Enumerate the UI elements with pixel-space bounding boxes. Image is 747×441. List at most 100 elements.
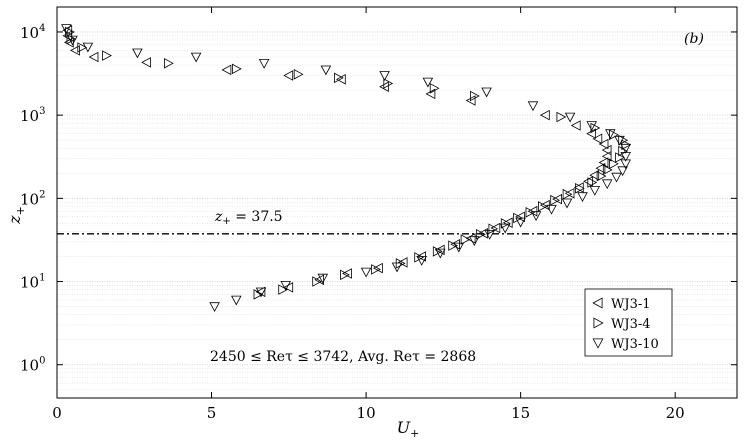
data-point (429, 83, 440, 94)
y-tick-label: 103 (20, 106, 45, 125)
data-point (546, 204, 557, 215)
data-point (562, 188, 573, 200)
data-point (82, 42, 94, 53)
x-tick-label: 0 (52, 404, 62, 422)
data-point (422, 77, 434, 88)
legend-marker (593, 317, 604, 329)
data-point (221, 64, 232, 76)
data-point (617, 166, 628, 177)
data-point (190, 52, 202, 63)
data-point (500, 218, 511, 229)
x-tick-label: 10 (357, 404, 376, 422)
data-point (62, 24, 73, 36)
data-point (484, 229, 495, 240)
data-point (620, 143, 631, 154)
data-point (460, 234, 471, 245)
axis-ticks (56, 7, 737, 398)
legend-marker (592, 338, 604, 349)
data-point (586, 121, 597, 131)
data-point (61, 24, 72, 34)
data-point (601, 179, 613, 190)
data-point (513, 212, 523, 224)
data-point (88, 51, 99, 63)
data-point (333, 72, 344, 84)
data-markers (61, 24, 632, 313)
data-point (595, 162, 606, 174)
x-tick-label: 5 (207, 404, 217, 422)
data-point (502, 217, 513, 228)
data-point (583, 176, 593, 187)
data-point (209, 302, 220, 313)
legend-entry: WJ3-1 (611, 297, 651, 312)
data-point (561, 198, 573, 209)
data-point (605, 129, 616, 140)
y-tick-label: 101 (20, 273, 45, 292)
data-point (499, 223, 511, 234)
y-tick-label: 100 (20, 356, 45, 375)
data-point (465, 233, 476, 244)
data-point (258, 59, 270, 69)
data-point (586, 128, 596, 139)
y-axis-label: z+ (5, 206, 27, 225)
y-tick-label: 104 (20, 23, 45, 42)
data-point (312, 276, 323, 287)
data-point (611, 172, 622, 183)
data-point (141, 57, 151, 68)
data-point (416, 255, 427, 266)
data-point (488, 223, 499, 235)
data-point (293, 69, 304, 80)
data-point (525, 207, 536, 218)
data-point (530, 211, 542, 222)
reynolds-annotation: 2450 ≤ Reτ ≤ 3742, Avg. Reτ = 2868 (210, 349, 476, 365)
grid-lines (57, 31, 737, 399)
data-point (490, 222, 501, 234)
x-tick-label: 20 (666, 404, 685, 422)
data-point (340, 269, 350, 281)
data-point (598, 157, 609, 168)
data-point (589, 185, 601, 196)
data-point (102, 50, 112, 61)
data-point (435, 248, 446, 259)
data-point (527, 101, 539, 112)
data-point (570, 120, 581, 131)
data-point (231, 63, 242, 75)
data-point (465, 95, 476, 106)
data-point (283, 70, 294, 81)
panel-label: (b) (684, 31, 704, 47)
data-point (379, 81, 389, 92)
data-point (132, 48, 143, 59)
data-point (609, 158, 619, 170)
data-point (360, 267, 372, 278)
legend-entry: WJ3-10 (611, 337, 659, 352)
x-tick-label: 15 (511, 404, 530, 422)
data-point (598, 138, 609, 150)
data-point (66, 33, 77, 45)
y-tick-label: 102 (20, 189, 45, 208)
data-point (255, 286, 266, 298)
data-point (601, 151, 612, 162)
data-point (577, 192, 588, 203)
data-point (538, 201, 548, 212)
data-point (469, 236, 480, 247)
data-point (317, 273, 329, 284)
reference-line-label: z+ = 37.5 (214, 209, 283, 227)
data-point (564, 112, 576, 123)
data-point (371, 264, 381, 275)
data-point (77, 42, 88, 53)
data-point (383, 78, 394, 89)
data-point (280, 280, 291, 291)
data-point (278, 284, 289, 295)
data-point (70, 45, 80, 56)
data-point (391, 262, 403, 273)
legend-marker (592, 297, 603, 309)
data-point (614, 135, 625, 146)
legend-entry: WJ3-4 (611, 317, 651, 332)
data-point (476, 229, 486, 240)
data-point (320, 65, 332, 76)
x-axis-label: U+ (397, 418, 420, 440)
data-point (481, 87, 492, 98)
data-point (620, 159, 631, 170)
data-point (550, 194, 561, 206)
data-point (255, 287, 267, 298)
